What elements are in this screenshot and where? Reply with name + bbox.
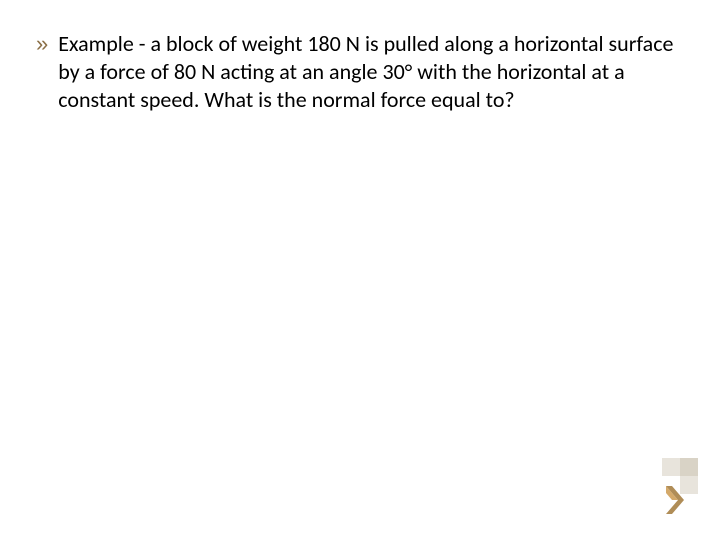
corner-decoration [618, 458, 698, 518]
decoration-svg [618, 458, 698, 518]
bullet-marker-icon: » [36, 30, 48, 58]
content-area: » Example - a block of weight 180 N is p… [36, 30, 680, 114]
bullet-text: Example - a block of weight 180 N is pul… [58, 30, 680, 114]
bullet-item: » Example - a block of weight 180 N is p… [36, 30, 680, 114]
deco-block-1 [662, 458, 680, 476]
slide-top-border [0, 0, 720, 12]
deco-block-2 [680, 458, 698, 476]
deco-block-3 [680, 476, 698, 494]
